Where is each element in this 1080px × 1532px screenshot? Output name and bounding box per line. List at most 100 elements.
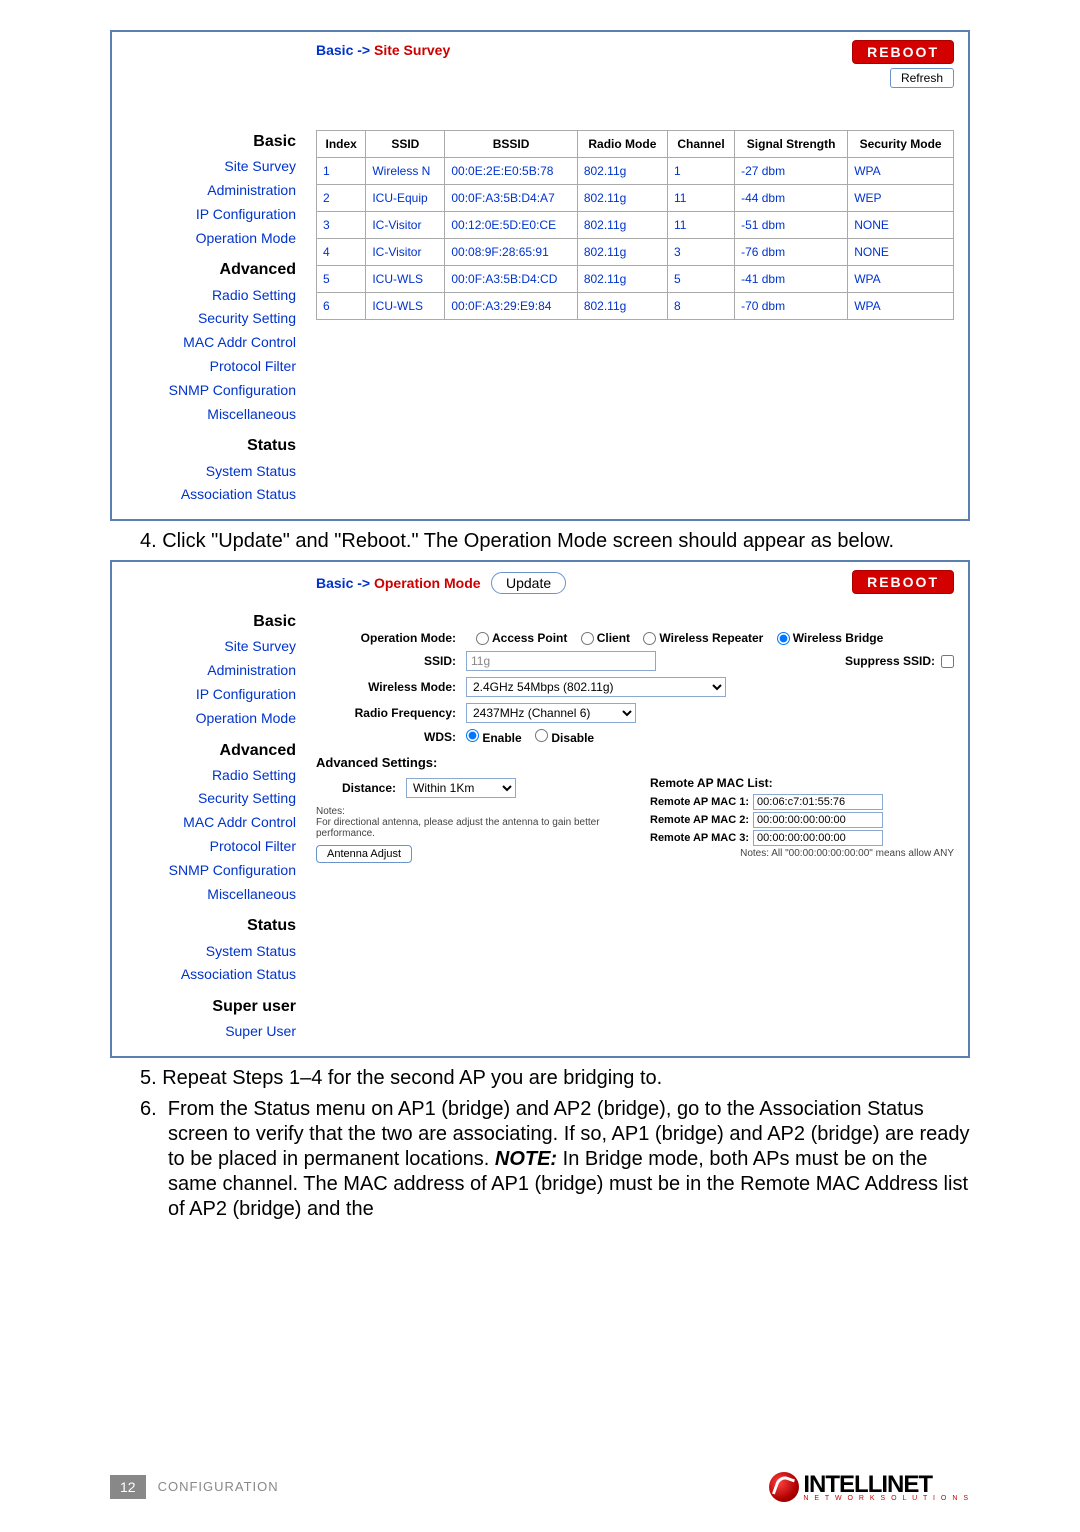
table-cell: WPA [848, 158, 954, 185]
sidebar2-item-radio-setting[interactable]: Radio Setting [118, 764, 296, 788]
table-cell: 00:0E:2E:E0:5B:78 [445, 158, 577, 185]
sidebar-2: Basic Site Survey Administration IP Conf… [112, 562, 302, 1056]
table-row[interactable]: 2ICU-Equip00:0F:A3:5B:D4:A7802.11g11-44 … [317, 185, 954, 212]
sidebar-item-association-status[interactable]: Association Status [118, 483, 296, 507]
sidebar2-item-security-setting[interactable]: Security Setting [118, 787, 296, 811]
table-cell: 802.11g [577, 239, 667, 266]
suppress-ssid-checkbox[interactable] [941, 655, 954, 668]
table-cell: -51 dbm [735, 212, 848, 239]
sidebar-item-mac-addr-control[interactable]: MAC Addr Control [118, 331, 296, 355]
table-cell: 802.11g [577, 266, 667, 293]
radio-frequency-select[interactable]: 2437MHz (Channel 6) [466, 703, 636, 723]
table-row[interactable]: 1Wireless N00:0E:2E:E0:5B:78802.11g1-27 … [317, 158, 954, 185]
sidebar2-item-mac-addr-control[interactable]: MAC Addr Control [118, 811, 296, 835]
antenna-adjust-button[interactable]: Antenna Adjust [316, 845, 412, 863]
table-cell: 802.11g [577, 158, 667, 185]
sidebar2-status-header: Status [118, 912, 296, 939]
sidebar-item-miscellaneous[interactable]: Miscellaneous [118, 403, 296, 427]
instruction-step-6: 6. From the Status menu on AP1 (bridge) … [140, 1097, 970, 1222]
remote-mac-2-input[interactable] [753, 812, 883, 828]
sidebar2-item-miscellaneous[interactable]: Miscellaneous [118, 883, 296, 907]
table-cell: ICU-WLS [366, 266, 445, 293]
radio-wds-enable[interactable] [466, 729, 479, 742]
sidebar2-item-ip-configuration[interactable]: IP Configuration [118, 683, 296, 707]
radio-wds-disable[interactable] [535, 729, 548, 742]
radio-wireless-bridge[interactable] [777, 632, 790, 645]
remote-mac-notes: Notes: All "00:00:00:00:00:00" means all… [650, 848, 954, 859]
table-cell: IC-Visitor [366, 212, 445, 239]
table-cell: 6 [317, 293, 366, 320]
table-cell: 5 [317, 266, 366, 293]
sidebar2-item-system-status[interactable]: System Status [118, 940, 296, 964]
ssid-input[interactable] [466, 651, 656, 671]
sidebar2-item-super-user[interactable]: Super User [118, 1020, 296, 1044]
table-cell: IC-Visitor [366, 239, 445, 266]
table-header: Index [317, 131, 366, 158]
sidebar2-item-administration[interactable]: Administration [118, 659, 296, 683]
table-row[interactable]: 3IC-Visitor00:12:0E:5D:E0:CE802.11g11-51… [317, 212, 954, 239]
sidebar2-item-protocol-filter[interactable]: Protocol Filter [118, 835, 296, 859]
remote-mac-1-label: Remote AP MAC 1: [650, 796, 749, 808]
table-cell: 4 [317, 239, 366, 266]
distance-select[interactable]: Within 1Km [406, 778, 516, 798]
logo-tagline: N E T W O R K S O L U T I O N S [803, 1495, 970, 1502]
sidebar-item-snmp-configuration[interactable]: SNMP Configuration [118, 379, 296, 403]
remote-mac-3-input[interactable] [753, 830, 883, 846]
table-cell: 802.11g [577, 212, 667, 239]
radio-client-label: Client [597, 631, 630, 645]
refresh-button[interactable]: Refresh [890, 68, 954, 88]
reboot-button-2[interactable]: REBOOT [852, 570, 954, 594]
wds-disable-label: Disable [551, 731, 594, 745]
suppress-ssid-label: Suppress SSID: [845, 654, 935, 668]
update-button[interactable]: Update [491, 572, 566, 594]
reboot-button[interactable]: REBOOT [852, 40, 954, 64]
sidebar-item-site-survey[interactable]: Site Survey [118, 155, 296, 179]
table-cell: WPA [848, 293, 954, 320]
table-cell: 802.11g [577, 185, 667, 212]
table-cell: 5 [667, 266, 734, 293]
distance-notes-text: For directional antenna, please adjust t… [316, 817, 620, 839]
crumb2-prefix: Basic -> [316, 575, 374, 591]
radio-wireless-repeater-label: Wireless Repeater [659, 631, 763, 645]
table-cell: ICU-WLS [366, 293, 445, 320]
sidebar-item-system-status[interactable]: System Status [118, 460, 296, 484]
radio-wireless-repeater[interactable] [643, 632, 656, 645]
table-row[interactable]: 5ICU-WLS00:0F:A3:5B:D4:CD802.11g5-41 dbm… [317, 266, 954, 293]
remote-mac-1-input[interactable] [753, 794, 883, 810]
table-row[interactable]: 4IC-Visitor00:08:9F:28:65:91802.11g3-76 … [317, 239, 954, 266]
sidebar-item-operation-mode[interactable]: Operation Mode [118, 227, 296, 251]
radio-client[interactable] [581, 632, 594, 645]
wireless-mode-select[interactable]: 2.4GHz 54Mbps (802.11g) [466, 677, 726, 697]
site-survey-main: Basic -> Site Survey REBOOT Refresh Inde… [302, 32, 968, 519]
table-header: BSSID [445, 131, 577, 158]
table-header: Radio Mode [577, 131, 667, 158]
table-cell: 1 [667, 158, 734, 185]
table-cell: 3 [317, 212, 366, 239]
radio-frequency-label: Radio Frequency: [316, 706, 466, 720]
wds-enable-label: Enable [482, 731, 521, 745]
table-cell: 1 [317, 158, 366, 185]
distance-notes-header: Notes: [316, 806, 620, 817]
sidebar-item-security-setting[interactable]: Security Setting [118, 307, 296, 331]
table-cell: NONE [848, 239, 954, 266]
radio-access-point[interactable] [476, 632, 489, 645]
sidebar-item-ip-configuration[interactable]: IP Configuration [118, 203, 296, 227]
table-row[interactable]: 6ICU-WLS00:0F:A3:29:E9:84802.11g8-70 dbm… [317, 293, 954, 320]
sidebar-item-protocol-filter[interactable]: Protocol Filter [118, 355, 296, 379]
sidebar2-item-association-status[interactable]: Association Status [118, 963, 296, 987]
sidebar2-item-site-survey[interactable]: Site Survey [118, 635, 296, 659]
table-cell: 00:0F:A3:5B:D4:A7 [445, 185, 577, 212]
sidebar-item-administration[interactable]: Administration [118, 179, 296, 203]
table-cell: NONE [848, 212, 954, 239]
operation-mode-options: Access Point Client Wireless Repeater Wi… [466, 631, 883, 645]
instruction-step-5: 5. Repeat Steps 1–4 for the second AP yo… [140, 1066, 970, 1091]
table-cell: 802.11g [577, 293, 667, 320]
sidebar-advanced-header: Advanced [118, 256, 296, 283]
sidebar2-item-operation-mode[interactable]: Operation Mode [118, 707, 296, 731]
advanced-settings-header: Advanced Settings: [316, 755, 954, 770]
sidebar2-basic-header: Basic [118, 608, 296, 635]
table-cell: 8 [667, 293, 734, 320]
sidebar2-super-header: Super user [118, 993, 296, 1020]
sidebar2-item-snmp-configuration[interactable]: SNMP Configuration [118, 859, 296, 883]
sidebar-item-radio-setting[interactable]: Radio Setting [118, 284, 296, 308]
